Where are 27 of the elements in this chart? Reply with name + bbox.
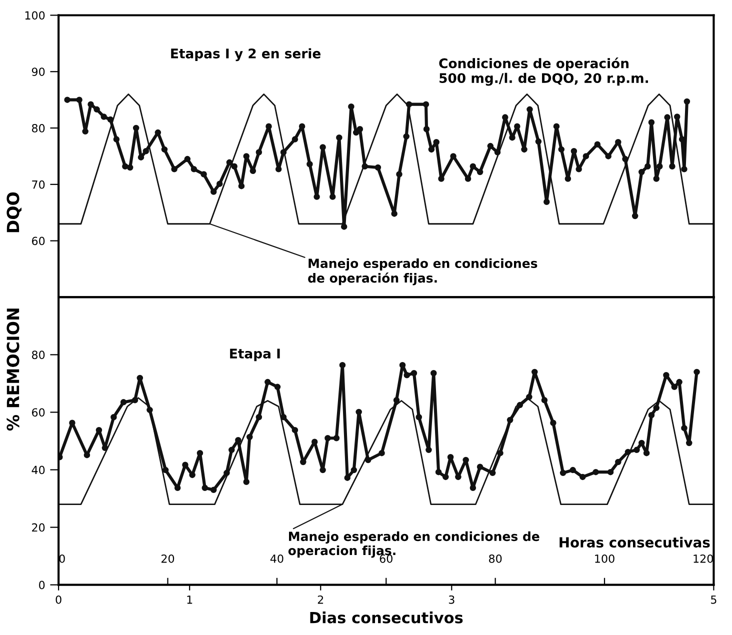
- y-axis-title: % REMOCION: [6, 308, 20, 431]
- y-tick-label: 0: [39, 580, 45, 590]
- y-tick-label: 20: [32, 523, 45, 532]
- annotation: Condiciones de operación 500 mg./l. de DQO, 20 r.p.m.: [439, 58, 648, 86]
- x2-tick-label: 5: [711, 596, 716, 604]
- annotation: Manejo esperado en condiciones de operación fijas.: [308, 258, 538, 286]
- x2-axis-title: Dias consecutivos: [310, 612, 463, 624]
- y-tick-label: 80: [32, 124, 45, 132]
- y-tick-label: 70: [32, 180, 45, 189]
- x-tick-label: 20: [161, 554, 174, 563]
- annotation: Etapa I: [230, 348, 280, 362]
- x-axis-title: Horas consecutivas: [560, 536, 710, 548]
- y-tick-label: 90: [32, 68, 45, 76]
- y-tick-label: 60: [32, 408, 45, 417]
- x-tick-label: 0: [59, 554, 65, 563]
- x2-tick-label: 2: [318, 595, 324, 604]
- y-tick-label: 40: [32, 466, 45, 474]
- y-tick-label: 80: [32, 350, 45, 360]
- x2-tick-label: 1: [187, 596, 192, 604]
- x2-tick-label: 0: [56, 595, 62, 604]
- y-tick-label: 60: [32, 236, 45, 246]
- y-tick-label: 100: [25, 11, 45, 20]
- x2-tick-label: 3: [448, 595, 454, 604]
- x-tick-label: 100: [595, 554, 614, 563]
- y-axis-title: DQO: [6, 192, 22, 232]
- x-tick-label: 40: [270, 554, 284, 563]
- annotation: Etapas I y 2 en serie: [171, 48, 321, 62]
